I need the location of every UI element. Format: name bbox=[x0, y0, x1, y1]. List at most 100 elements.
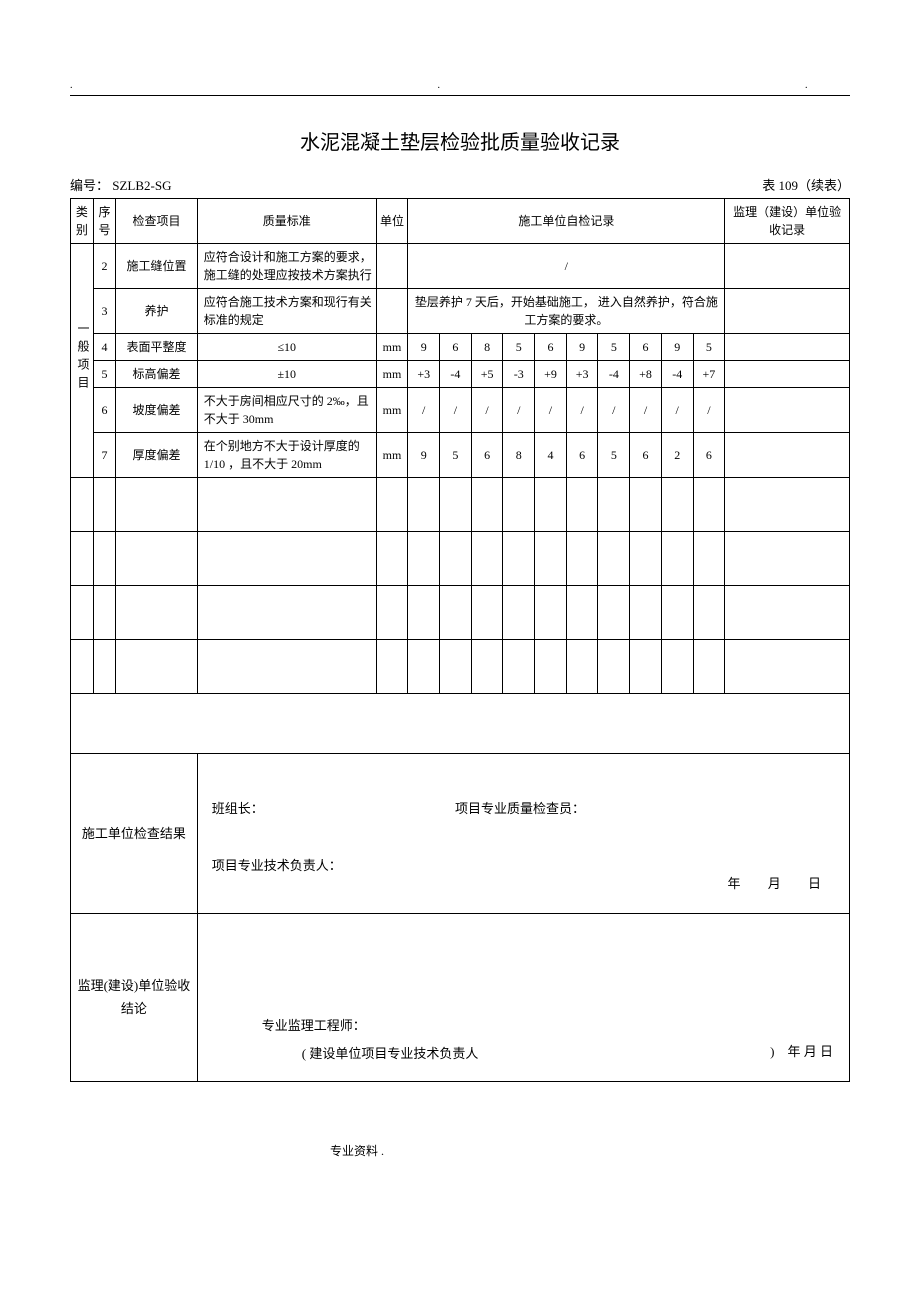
val-cell: 8 bbox=[503, 433, 535, 478]
seq-cell: 3 bbox=[93, 289, 116, 334]
val-cell: 5 bbox=[598, 433, 630, 478]
val-cell: / bbox=[630, 388, 662, 433]
supervisor-cell bbox=[725, 244, 850, 289]
col-standard: 质量标准 bbox=[197, 199, 376, 244]
merged-cell: 垫层养护 7 天后，开始基础施工， 进入自然养护，符合施工方案的要求。 bbox=[408, 289, 725, 334]
val-cell: 9 bbox=[408, 334, 440, 361]
val-cell: 5 bbox=[598, 334, 630, 361]
seq-cell: 5 bbox=[93, 361, 116, 388]
supervisor-cell bbox=[725, 361, 850, 388]
standard-cell: ±10 bbox=[197, 361, 376, 388]
val-cell: 6 bbox=[693, 433, 725, 478]
footer: 专业资料 . bbox=[70, 1142, 850, 1159]
date-placeholder-2: ) 年 月 日 bbox=[770, 1038, 833, 1067]
val-cell: +5 bbox=[471, 361, 503, 388]
sig-body-construction: 班组长： 项目专业质量检查员： 项目专业技术负责人： 年 月 日 bbox=[197, 754, 849, 914]
supervisor-cell bbox=[725, 289, 850, 334]
standard-cell: 不大于房间相应尺寸的 2‰，且不大于 30mm bbox=[197, 388, 376, 433]
unit-cell bbox=[376, 289, 408, 334]
header-row: 编号： SZLB2-SG 表 109（续表） bbox=[70, 175, 850, 194]
table-row: 3 养护 应符合施工技术方案和现行有关标准的规定 垫层养护 7 天后，开始基础施… bbox=[71, 289, 850, 334]
table-row: 5 标高偏差 ±10 mm +3 -4 +5 -3 +9 +3 -4 +8 -4… bbox=[71, 361, 850, 388]
val-cell: 8 bbox=[471, 334, 503, 361]
unit-cell: mm bbox=[376, 388, 408, 433]
unit-cell: mm bbox=[376, 361, 408, 388]
standard-cell: 应符合施工技术方案和现行有关标准的规定 bbox=[197, 289, 376, 334]
item-cell: 坡度偏差 bbox=[116, 388, 198, 433]
item-cell: 施工缝位置 bbox=[116, 244, 198, 289]
empty-row bbox=[71, 640, 850, 694]
val-cell: / bbox=[503, 388, 535, 433]
col-seq: 序号 bbox=[93, 199, 116, 244]
item-cell: 厚度偏差 bbox=[116, 433, 198, 478]
signature-row-supervisor: 监理(建设)单位验收结论 专业监理工程师： ( 建设单位项目专业技术负责人 ) … bbox=[71, 914, 850, 1082]
item-cell: 表面平整度 bbox=[116, 334, 198, 361]
val-cell: +3 bbox=[566, 361, 598, 388]
seq-cell: 7 bbox=[93, 433, 116, 478]
table-header-row: 类别 序号 检查项目 质量标准 单位 施工单位自检记录 监理（建设）单位验收记录 bbox=[71, 199, 850, 244]
val-cell: 9 bbox=[566, 334, 598, 361]
col-supervisor: 监理（建设）单位验收记录 bbox=[725, 199, 850, 244]
sig-label-supervisor: 监理(建设)单位验收结论 bbox=[71, 914, 198, 1082]
standard-cell: 在个别地方不大于设计厚度的 1/10 ，且不大于 20mm bbox=[197, 433, 376, 478]
top-divider bbox=[70, 95, 850, 96]
val-cell: / bbox=[408, 388, 440, 433]
supervisor-cell bbox=[725, 433, 850, 478]
empty-row bbox=[71, 586, 850, 640]
val-cell: / bbox=[535, 388, 567, 433]
seq-cell: 2 bbox=[93, 244, 116, 289]
sig-label-construction: 施工单位检查结果 bbox=[71, 754, 198, 914]
val-cell: 6 bbox=[535, 334, 567, 361]
val-cell: 9 bbox=[408, 433, 440, 478]
unit-cell bbox=[376, 244, 408, 289]
table-row: 7 厚度偏差 在个别地方不大于设计厚度的 1/10 ，且不大于 20mm mm … bbox=[71, 433, 850, 478]
empty-row bbox=[71, 532, 850, 586]
unit-cell: mm bbox=[376, 334, 408, 361]
val-cell: +8 bbox=[630, 361, 662, 388]
val-cell: 4 bbox=[535, 433, 567, 478]
val-cell: 6 bbox=[471, 433, 503, 478]
val-cell: 6 bbox=[440, 334, 472, 361]
standard-cell: ≤10 bbox=[197, 334, 376, 361]
val-cell: 6 bbox=[566, 433, 598, 478]
val-cell: 9 bbox=[661, 334, 693, 361]
supervisor-cell bbox=[725, 334, 850, 361]
seq-cell: 4 bbox=[93, 334, 116, 361]
val-cell: +3 bbox=[408, 361, 440, 388]
table-number: 表 109（续表） bbox=[762, 175, 850, 194]
val-cell: 6 bbox=[630, 334, 662, 361]
table-row: 4 表面平整度 ≤10 mm 9 6 8 5 6 9 5 6 9 5 bbox=[71, 334, 850, 361]
signature-row-construction: 施工单位检查结果 班组长： 项目专业质量检查员： 项目专业技术负责人： 年 月 … bbox=[71, 754, 850, 914]
inspection-table: 类别 序号 检查项目 质量标准 单位 施工单位自检记录 监理（建设）单位验收记录… bbox=[70, 198, 850, 1082]
val-cell: +9 bbox=[535, 361, 567, 388]
val-cell: / bbox=[693, 388, 725, 433]
supervisor-engineer-label: 专业监理工程师： bbox=[212, 1018, 366, 1033]
val-cell: -3 bbox=[503, 361, 535, 388]
val-cell: 6 bbox=[630, 433, 662, 478]
item-cell: 标高偏差 bbox=[116, 361, 198, 388]
supervisor-cell bbox=[725, 388, 850, 433]
val-cell: 5 bbox=[440, 433, 472, 478]
empty-row bbox=[71, 478, 850, 532]
quality-inspector-label: 项目专业质量检查员： bbox=[455, 801, 585, 816]
unit-cell: mm bbox=[376, 433, 408, 478]
val-cell: -4 bbox=[661, 361, 693, 388]
category-cell: 一般项目 bbox=[71, 244, 94, 478]
col-selfcheck: 施工单位自检记录 bbox=[408, 199, 725, 244]
sig-body-supervisor: 专业监理工程师： ( 建设单位项目专业技术负责人 ) 年 月 日 bbox=[197, 914, 849, 1082]
doc-number: 编号： SZLB2-SG bbox=[70, 175, 171, 194]
team-leader-label: 班组长： bbox=[212, 795, 452, 824]
val-cell: / bbox=[471, 388, 503, 433]
page-title: 水泥混凝土垫层检验批质量验收记录 bbox=[70, 126, 850, 155]
merged-cell: / bbox=[408, 244, 725, 289]
standard-cell: 应符合设计和施工方案的要求，施工缝的处理应按技术方案执行 bbox=[197, 244, 376, 289]
val-cell: / bbox=[661, 388, 693, 433]
col-unit: 单位 bbox=[376, 199, 408, 244]
seq-cell: 6 bbox=[93, 388, 116, 433]
val-cell: 2 bbox=[661, 433, 693, 478]
val-cell: -4 bbox=[598, 361, 630, 388]
val-cell: 5 bbox=[693, 334, 725, 361]
table-row: 6 坡度偏差 不大于房间相应尺寸的 2‰，且不大于 30mm mm / / / … bbox=[71, 388, 850, 433]
empty-row-wide bbox=[71, 694, 850, 754]
top-dots: . . . bbox=[70, 80, 850, 91]
